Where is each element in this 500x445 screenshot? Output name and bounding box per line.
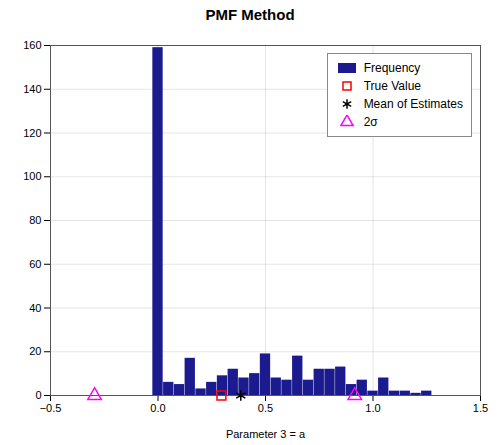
- svg-text:80: 80: [29, 214, 41, 226]
- html-text:2σ: 2σ: [363, 115, 378, 129]
- svg-text:0.5: 0.5: [258, 402, 273, 414]
- svg-text:140: 140: [23, 83, 41, 95]
- svg-text:20: 20: [29, 345, 41, 357]
- html-text:Frequency: Frequency: [363, 61, 421, 75]
- html-text:Mean of Estimates: Mean of Estimates: [363, 97, 463, 111]
- svg-text:100: 100: [23, 170, 41, 182]
- svg-text:40: 40: [29, 302, 41, 314]
- svg-text:120: 120: [23, 127, 41, 139]
- svg-text:60: 60: [29, 258, 41, 270]
- svg-text:0.0: 0.0: [150, 402, 165, 414]
- svg-text:1.5: 1.5: [473, 402, 488, 414]
- svg-text:1.0: 1.0: [365, 402, 380, 414]
- svg-text:0: 0: [35, 389, 41, 401]
- svg-text:160: 160: [23, 39, 41, 51]
- svg-text:−0.5: −0.5: [40, 402, 62, 414]
- html-text:PMF Method: PMF Method: [205, 6, 295, 23]
- svg-text:Parameter 3 = a: Parameter 3 = a: [226, 428, 306, 440]
- html-text:True Value: True Value: [363, 79, 421, 93]
